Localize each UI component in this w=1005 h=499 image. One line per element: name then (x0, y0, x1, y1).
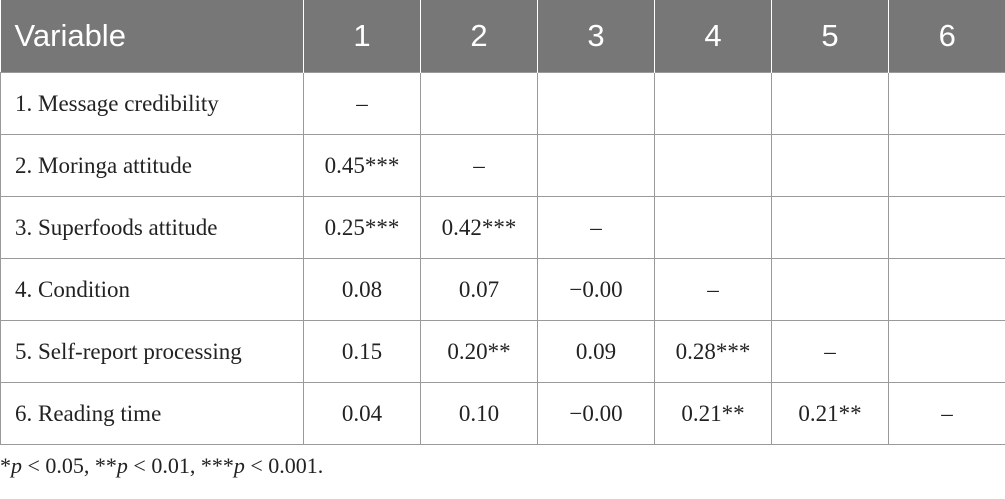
table-cell (888, 72, 1005, 135)
row-label: 3. Superfoods attitude (0, 196, 304, 259)
table-cell (420, 72, 538, 135)
table-cell: – (654, 258, 772, 321)
table-cell: −0.00 (537, 258, 655, 321)
table-cell: 0.20** (420, 320, 538, 383)
header-col-2: 2 (420, 0, 538, 73)
footnote-stars: ** (94, 453, 117, 478)
table-cell: −0.00 (537, 382, 655, 445)
table-cell: – (303, 72, 421, 135)
table-cell (654, 134, 772, 197)
table-cell: – (888, 382, 1005, 445)
footnote-p: p (233, 453, 245, 478)
footnote-stars: * (0, 453, 11, 478)
table-cell: – (537, 196, 655, 259)
row-label: 2. Moringa attitude (0, 134, 304, 197)
table-cell (888, 258, 1005, 321)
table-cell (888, 320, 1005, 383)
footnote-threshold: < 0.05, (22, 453, 95, 478)
table-row: 3. Superfoods attitude 0.25*** 0.42*** – (0, 196, 1005, 259)
table-row: 5. Self-report processing 0.15 0.20** 0.… (0, 320, 1005, 383)
row-label: 4. Condition (0, 258, 304, 321)
footnote-threshold: < 0.001. (244, 453, 324, 478)
table-cell: 0.42*** (420, 196, 538, 259)
header-col-4: 4 (654, 0, 772, 73)
table-cell (537, 72, 655, 135)
header-row: Variable 1 2 3 4 5 6 (0, 0, 1005, 73)
table-cell (771, 258, 889, 321)
table-cell (771, 72, 889, 135)
header-col-6: 6 (888, 0, 1005, 73)
table-row: 1. Message credibility – (0, 72, 1005, 135)
table-row: 4. Condition 0.08 0.07 −0.00 – (0, 258, 1005, 321)
footnote-threshold: < 0.01, (127, 453, 201, 478)
table-cell: 0.04 (303, 382, 421, 445)
table-cell: 0.10 (420, 382, 538, 445)
table-cell: 0.45*** (303, 134, 421, 197)
significance-footnote: *p < 0.05, **p < 0.01, ***p < 0.001. (0, 453, 323, 479)
row-label: 5. Self-report processing (0, 320, 304, 383)
row-label: 6. Reading time (0, 382, 304, 445)
correlation-table: Variable 1 2 3 4 5 6 1. Message credibil… (0, 0, 1005, 445)
table-cell: 0.28*** (654, 320, 772, 383)
table-cell (654, 196, 772, 259)
footnote-stars: *** (200, 453, 234, 478)
header-col-5: 5 (771, 0, 889, 73)
table-cell: 0.21** (654, 382, 772, 445)
table-cell (771, 134, 889, 197)
header-col-1: 1 (303, 0, 421, 73)
table-cell: 0.09 (537, 320, 655, 383)
row-label: 1. Message credibility (0, 72, 304, 135)
table-cell (771, 196, 889, 259)
table-cell: 0.07 (420, 258, 538, 321)
table-cell (888, 134, 1005, 197)
table-cell: – (771, 320, 889, 383)
table-cell: – (420, 134, 538, 197)
table-cell: 0.08 (303, 258, 421, 321)
table-cell: 0.25*** (303, 196, 421, 259)
header-variable: Variable (0, 0, 304, 73)
table-cell (537, 134, 655, 197)
footnote-p: p (116, 453, 128, 478)
table-cell: 0.15 (303, 320, 421, 383)
table-cell (654, 72, 772, 135)
table-row: 6. Reading time 0.04 0.10 −0.00 0.21** 0… (0, 382, 1005, 445)
table-row: 2. Moringa attitude 0.45*** – (0, 134, 1005, 197)
table-cell: 0.21** (771, 382, 889, 445)
header-col-3: 3 (537, 0, 655, 73)
footnote-p: p (11, 453, 22, 478)
table-cell (888, 196, 1005, 259)
